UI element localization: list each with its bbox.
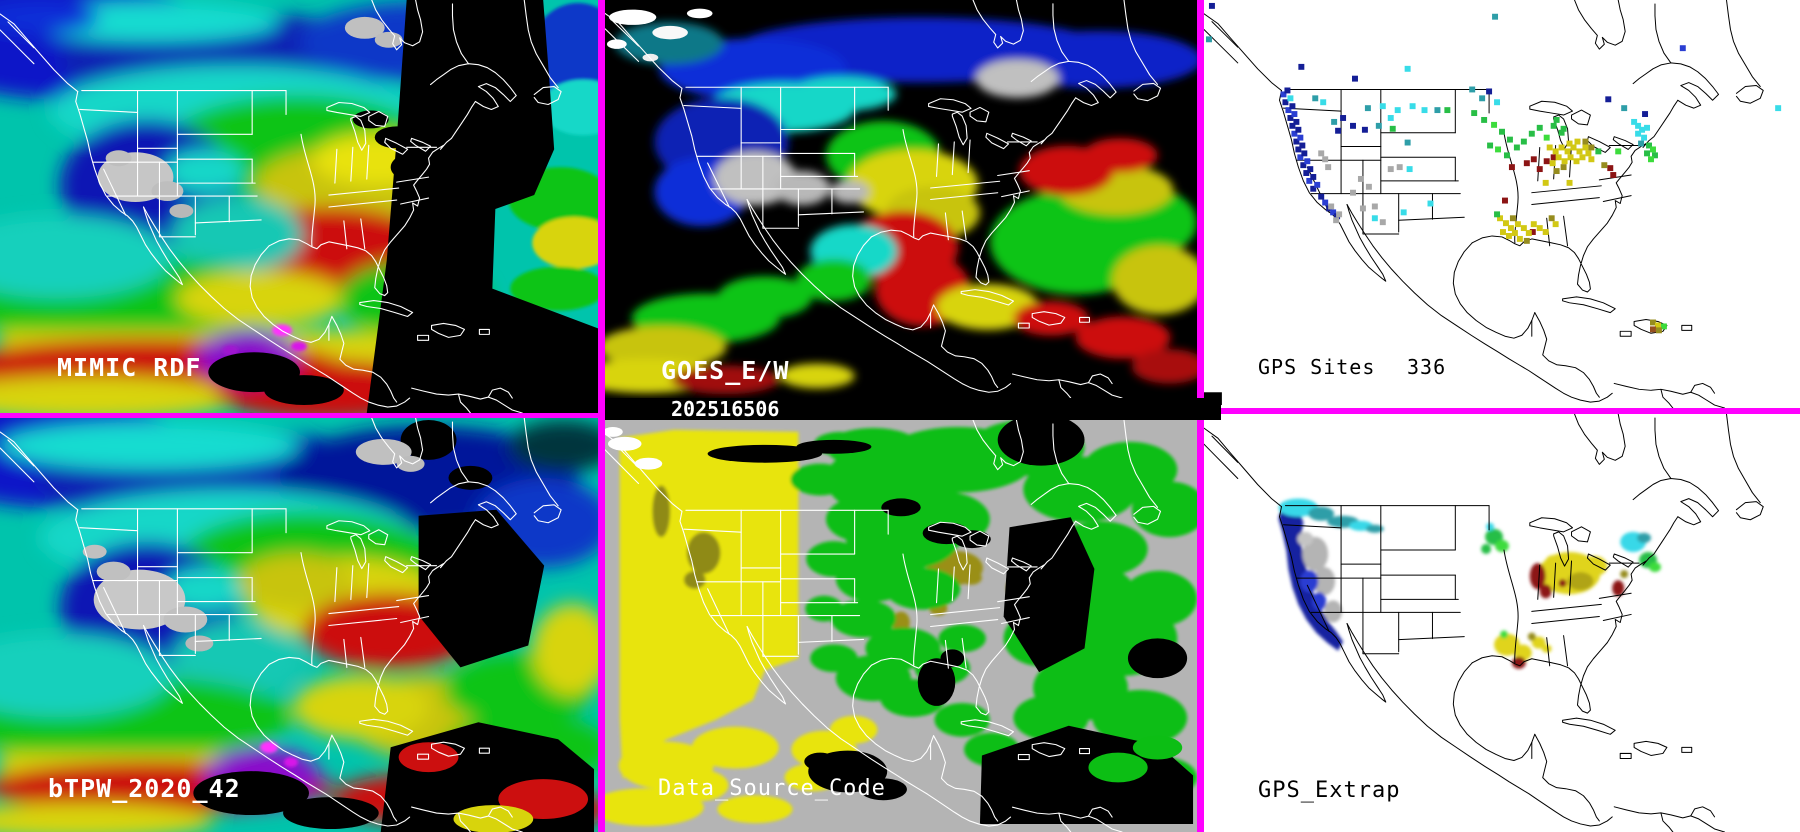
timestamp-text: 202516506 — [671, 397, 780, 421]
panel-btpw — [0, 418, 598, 832]
gps-sites-map-image — [1204, 0, 1800, 408]
panel-label-goes-ew-text: GOES_E/W — [661, 356, 790, 385]
panel-label-btpw: bTPW_2020_42 — [48, 774, 241, 803]
mimic-rdf-map-image — [0, 0, 598, 413]
horizontal-separator-left — [0, 413, 598, 418]
gps-extrap-map-image — [1204, 414, 1800, 832]
panel-label-data-source-code: Data_Source_Code — [658, 776, 886, 801]
panel-mimic-rdf — [0, 0, 598, 413]
panel-label-mimic-rdf: MIMIC RDF — [57, 353, 202, 382]
horizontal-separator-right — [1204, 408, 1800, 414]
panel-label-gps-sites: GPS Sites — [1258, 355, 1376, 379]
panel-label-gps-extrap: GPS_Extrap — [1258, 778, 1401, 803]
panel-label-goes-ew: GOES_E/W — [661, 358, 789, 383]
panel-data-source-code — [605, 420, 1197, 832]
btpw-map-image — [0, 418, 598, 832]
data-source-code-map-image — [605, 420, 1197, 832]
vertical-separator-1 — [598, 0, 605, 832]
gps-sites-count: 336 — [1407, 355, 1447, 379]
panel-gps-sites — [1204, 0, 1800, 408]
timestamp-bar: 202516506 — [605, 398, 1221, 420]
goes-ew-map-image — [605, 0, 1197, 398]
panel-gps-extrap — [1204, 414, 1800, 832]
panel-goes-ew — [605, 0, 1197, 398]
